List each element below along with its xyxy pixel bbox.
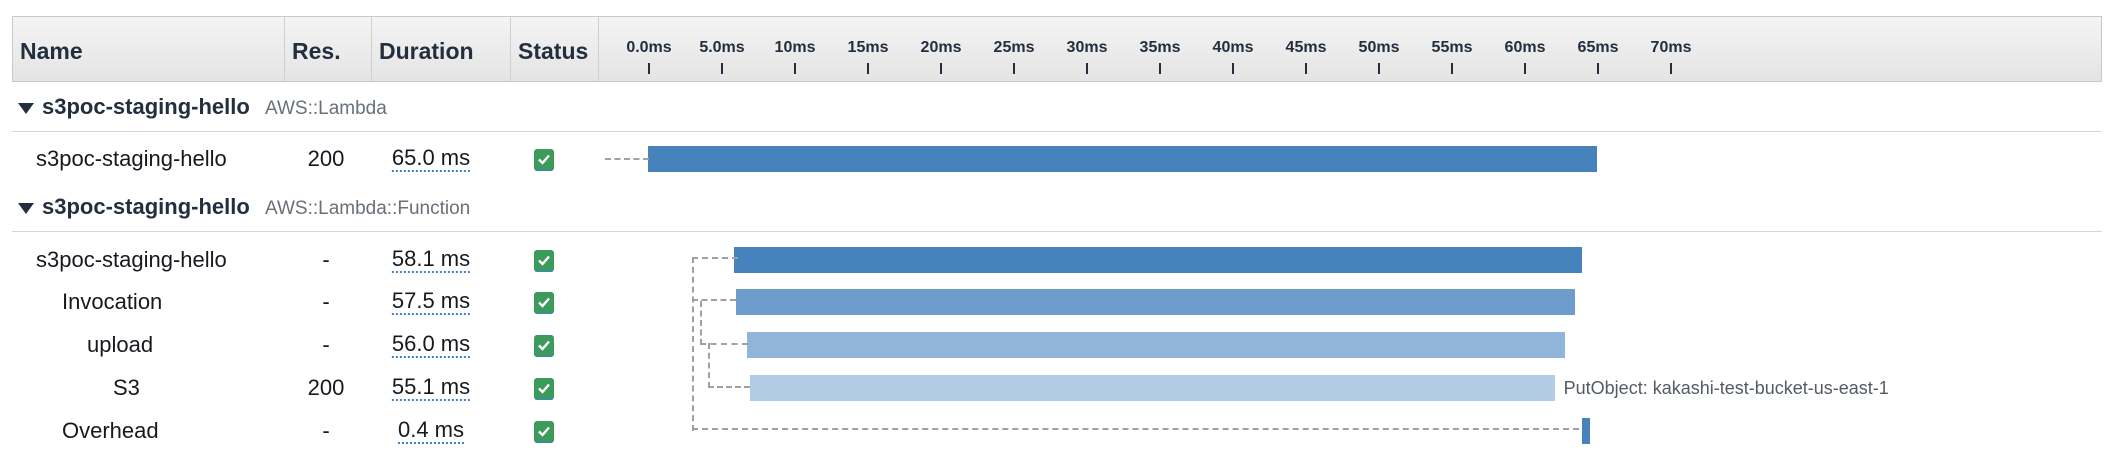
timeline-tick-label: 20ms xyxy=(920,39,962,56)
status-ok-icon[interactable] xyxy=(534,149,554,171)
status-ok-icon[interactable] xyxy=(534,292,554,314)
segment-group-lambda: s3poc-staging-hello AWS::Lambda xyxy=(12,88,2102,132)
timeline-tick-label: 60ms xyxy=(1504,39,1546,56)
timeline-tick-label: 50ms xyxy=(1358,39,1400,56)
timeline-bar[interactable] xyxy=(1582,418,1591,444)
connector-line xyxy=(708,343,750,388)
timeline-tick-mark xyxy=(1597,63,1599,74)
timeline-bar[interactable] xyxy=(747,332,1565,358)
connector-line xyxy=(700,301,748,345)
column-header-duration[interactable]: Duration xyxy=(372,17,511,81)
row-duration[interactable]: 57.5 ms xyxy=(391,288,471,315)
timeline-bar[interactable] xyxy=(750,375,1555,401)
timeline-tick-label: 5.0ms xyxy=(699,39,745,56)
connector-line xyxy=(692,299,736,301)
timeline-tick-label: 40ms xyxy=(1212,39,1254,56)
group-type: AWS::Lambda::Function xyxy=(265,198,471,219)
timeline-tick-label: 25ms xyxy=(993,39,1035,56)
status-ok-icon[interactable] xyxy=(534,378,554,400)
row-duration[interactable]: 55.1 ms xyxy=(391,374,471,401)
timeline-tick-mark xyxy=(794,63,796,74)
row-name[interactable]: Invocation xyxy=(62,289,163,314)
timeline-tick-mark xyxy=(648,63,650,74)
timeline-tick-mark xyxy=(1524,63,1526,74)
row-duration[interactable]: 56.0 ms xyxy=(391,331,471,358)
timeline-tick-label: 55ms xyxy=(1431,39,1473,56)
row-response-code: - xyxy=(322,332,330,357)
row-name[interactable]: Overhead xyxy=(62,418,159,443)
status-ok-icon[interactable] xyxy=(534,250,554,272)
status-ok-icon[interactable] xyxy=(534,335,554,357)
row-response-code: 200 xyxy=(307,375,345,400)
row-duration[interactable]: 65.0 ms xyxy=(391,145,471,172)
timeline-tick-mark xyxy=(1378,63,1380,74)
timeline-bar[interactable] xyxy=(734,247,1583,273)
group-name: s3poc-staging-hello xyxy=(42,94,250,119)
connector-line xyxy=(692,257,738,431)
timeline-tick-label: 70ms xyxy=(1650,39,1692,56)
timeline-tick-label: 35ms xyxy=(1139,39,1181,56)
timeline-tick-mark xyxy=(1670,63,1672,74)
timeline-tick-label: 30ms xyxy=(1066,39,1108,56)
timeline-tick-mark xyxy=(721,63,723,74)
timeline-tick-mark xyxy=(867,63,869,74)
timeline-tick-mark xyxy=(1232,63,1234,74)
timeline-tick-label: 0.0ms xyxy=(626,39,672,56)
row-name[interactable]: s3poc-staging-hello xyxy=(36,146,227,171)
row-name[interactable]: S3 xyxy=(113,375,140,400)
trace-table-header: Name Res. Duration Status 0.0ms 5.0ms 10ms… xyxy=(12,16,2102,82)
row-name[interactable]: s3poc-staging-hello xyxy=(36,247,227,272)
segment-group-lambda-function: s3poc-staging-hello AWS::Lambda::Functio… xyxy=(12,188,2102,232)
collapse-caret-icon[interactable] xyxy=(18,203,34,214)
timeline-tick-label: 45ms xyxy=(1285,39,1327,56)
timeline-tick-mark xyxy=(1013,63,1015,74)
row-duration[interactable]: 58.1 ms xyxy=(391,246,471,273)
row-response-code: 200 xyxy=(307,146,345,171)
timeline-tick-mark xyxy=(1451,63,1453,74)
row-name[interactable]: upload xyxy=(87,332,154,357)
row-response-code: - xyxy=(322,289,330,314)
timeline-tick-label: 65ms xyxy=(1577,39,1619,56)
group-type: AWS::Lambda xyxy=(265,98,387,119)
column-header-name[interactable]: Name xyxy=(13,17,285,81)
timeline-tick-mark xyxy=(1159,63,1161,74)
row-duration[interactable]: 0.4 ms xyxy=(397,417,465,444)
timeline-tick-label: 15ms xyxy=(847,39,889,56)
timeline-tick-mark xyxy=(940,63,942,74)
timeline-bar[interactable] xyxy=(648,146,1597,172)
status-ok-icon[interactable] xyxy=(534,421,554,443)
connector-line xyxy=(605,158,649,160)
segment-annotation: PutObject: kakashi-test-bucket-us-east-1 xyxy=(1563,378,1889,398)
connector-line xyxy=(692,428,1579,430)
timeline-tick-mark xyxy=(1305,63,1307,74)
column-header-res[interactable]: Res. xyxy=(285,17,372,81)
row-response-code: - xyxy=(322,247,330,272)
timeline-tick-label: 10ms xyxy=(774,39,816,56)
collapse-caret-icon[interactable] xyxy=(18,103,34,114)
timeline-tick-mark xyxy=(1086,63,1088,74)
row-response-code: - xyxy=(322,418,330,443)
timeline-bar[interactable] xyxy=(735,289,1576,315)
group-name: s3poc-staging-hello xyxy=(42,194,250,219)
column-header-status[interactable]: Status xyxy=(511,17,599,81)
